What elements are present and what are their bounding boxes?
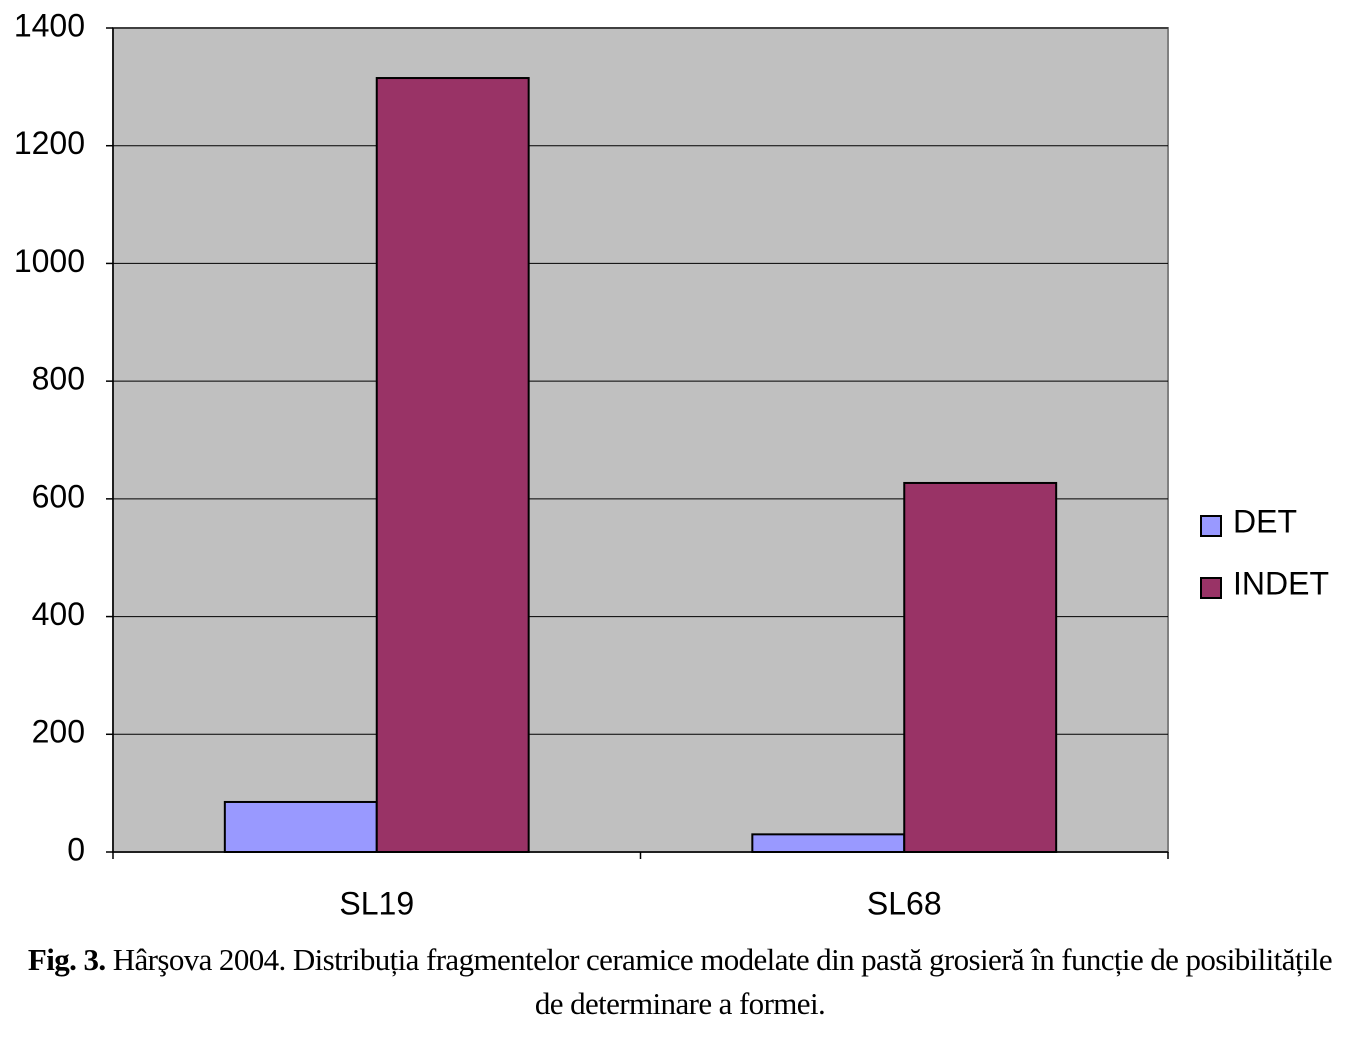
legend-label: DET	[1233, 503, 1297, 539]
y-tick-label: 1000	[14, 243, 85, 279]
x-tick-label: SL19	[339, 885, 414, 921]
chart: 0 200 400 600 800 1000 1200 1400 SL19 SL68 DET INDE…	[14, 7, 1329, 921]
caption-text: Hârşova 2004. Distribuția fragmentelor c…	[112, 942, 1333, 1021]
legend-swatch	[1200, 577, 1222, 599]
y-tick-label: 800	[32, 361, 85, 397]
caption-label: Fig. 3.	[27, 942, 106, 977]
x-tick-label: SL68	[867, 885, 942, 921]
legend-swatch	[1200, 515, 1222, 537]
bar	[375, 77, 530, 854]
bar	[751, 833, 906, 853]
y-tick-label: 200	[32, 714, 85, 750]
caption: Fig. 3. Hârşova 2004. Distribuția fragme…	[20, 938, 1340, 1026]
y-tick-label: 400	[32, 596, 85, 632]
bar	[903, 481, 1058, 853]
y-tick-label: 1200	[14, 125, 85, 161]
bar	[223, 800, 378, 854]
y-tick-label: 600	[32, 478, 85, 514]
legend-label: INDET	[1233, 565, 1329, 601]
y-tick-label: 0	[67, 831, 85, 867]
y-tick-label: 1400	[14, 7, 85, 43]
